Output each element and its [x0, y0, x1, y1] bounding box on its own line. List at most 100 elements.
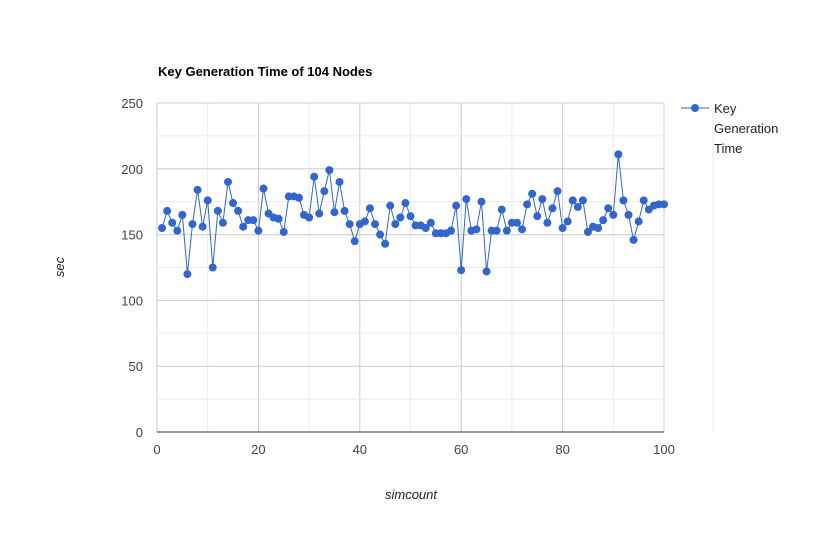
- y-tick-label: 100: [121, 293, 143, 308]
- data-point[interactable]: [163, 206, 172, 215]
- data-point[interactable]: [543, 218, 552, 227]
- data-point[interactable]: [660, 200, 668, 209]
- data-point[interactable]: [173, 226, 182, 235]
- data-point[interactable]: [573, 202, 582, 211]
- data-point[interactable]: [274, 214, 283, 223]
- data-point[interactable]: [421, 224, 430, 233]
- data-point[interactable]: [604, 204, 613, 213]
- data-point[interactable]: [462, 195, 471, 204]
- data-point[interactable]: [213, 206, 222, 215]
- legend-label: Time: [714, 141, 742, 156]
- series-group: [158, 150, 668, 279]
- data-point[interactable]: [330, 208, 339, 217]
- data-point[interactable]: [609, 210, 618, 219]
- data-point[interactable]: [178, 210, 187, 219]
- data-point[interactable]: [482, 267, 491, 276]
- data-point[interactable]: [249, 216, 258, 225]
- data-point[interactable]: [599, 216, 608, 225]
- data-point[interactable]: [254, 226, 263, 235]
- x-tick-label: 40: [353, 442, 367, 457]
- data-point[interactable]: [183, 270, 192, 279]
- data-point[interactable]: [386, 201, 395, 210]
- data-point[interactable]: [538, 195, 547, 204]
- data-point[interactable]: [345, 220, 354, 229]
- data-point[interactable]: [497, 205, 506, 214]
- data-point[interactable]: [365, 204, 374, 213]
- y-tick-label: 150: [121, 228, 143, 243]
- data-point[interactable]: [634, 217, 643, 226]
- data-point[interactable]: [208, 263, 217, 272]
- data-point[interactable]: [376, 230, 385, 239]
- data-point[interactable]: [548, 204, 557, 213]
- data-point[interactable]: [406, 212, 415, 221]
- y-axis-label: sec: [52, 256, 67, 277]
- data-point[interactable]: [472, 225, 481, 234]
- data-point[interactable]: [294, 193, 303, 202]
- data-point[interactable]: [391, 220, 400, 229]
- legend[interactable]: Key Generation Time: [681, 101, 778, 156]
- data-point[interactable]: [523, 200, 532, 209]
- data-point[interactable]: [578, 196, 587, 205]
- x-tick-label: 60: [454, 442, 468, 457]
- data-point[interactable]: [568, 196, 577, 205]
- data-point[interactable]: [563, 217, 572, 226]
- data-point[interactable]: [381, 239, 390, 248]
- y-tick-label: 0: [136, 425, 143, 440]
- data-point[interactable]: [360, 217, 369, 226]
- data-point[interactable]: [325, 166, 334, 175]
- data-point[interactable]: [426, 218, 435, 227]
- data-point[interactable]: [401, 199, 410, 208]
- x-axis-label: simcount: [385, 487, 438, 502]
- data-point[interactable]: [452, 201, 461, 210]
- data-point[interactable]: [629, 235, 638, 244]
- data-point[interactable]: [198, 222, 207, 231]
- data-point[interactable]: [335, 177, 344, 186]
- data-point[interactable]: [203, 196, 212, 205]
- data-point[interactable]: [492, 226, 501, 235]
- data-point[interactable]: [259, 184, 268, 193]
- data-point[interactable]: [594, 224, 603, 233]
- data-point[interactable]: [624, 210, 633, 219]
- data-point[interactable]: [218, 218, 227, 227]
- data-point[interactable]: [193, 185, 202, 194]
- data-point[interactable]: [168, 218, 177, 227]
- data-point[interactable]: [158, 224, 167, 233]
- data-point[interactable]: [350, 237, 359, 246]
- data-point[interactable]: [457, 266, 466, 275]
- data-point[interactable]: [502, 226, 511, 235]
- data-point[interactable]: [320, 187, 329, 196]
- data-point[interactable]: [229, 199, 238, 208]
- x-tick-label: 20: [251, 442, 265, 457]
- data-point[interactable]: [518, 225, 527, 234]
- data-point[interactable]: [315, 209, 324, 218]
- legend-label: Generation: [714, 121, 778, 136]
- data-point[interactable]: [619, 196, 628, 205]
- data-point[interactable]: [279, 227, 288, 236]
- data-point[interactable]: [512, 218, 521, 227]
- legend-label: Key: [714, 101, 737, 116]
- data-point[interactable]: [188, 220, 197, 229]
- data-point[interactable]: [639, 196, 648, 205]
- data-point[interactable]: [239, 222, 248, 231]
- data-point[interactable]: [477, 197, 486, 206]
- data-point[interactable]: [553, 187, 562, 196]
- x-tick-label: 0: [153, 442, 160, 457]
- data-point[interactable]: [614, 150, 623, 159]
- x-tick-label: 80: [555, 442, 569, 457]
- data-point[interactable]: [583, 227, 592, 236]
- data-point[interactable]: [234, 206, 243, 215]
- data-point[interactable]: [223, 177, 232, 186]
- x-tick-label: 100: [653, 442, 675, 457]
- data-point[interactable]: [396, 213, 405, 222]
- data-point[interactable]: [371, 220, 380, 229]
- data-point[interactable]: [340, 206, 349, 215]
- data-point[interactable]: [310, 172, 319, 181]
- data-point[interactable]: [528, 189, 537, 198]
- x-axis-ticks: 0 20 40 60 80 100: [153, 442, 674, 457]
- data-point[interactable]: [558, 224, 567, 233]
- y-tick-label: 250: [121, 96, 143, 111]
- data-point[interactable]: [305, 213, 314, 222]
- data-point[interactable]: [533, 212, 542, 221]
- data-point[interactable]: [447, 226, 456, 235]
